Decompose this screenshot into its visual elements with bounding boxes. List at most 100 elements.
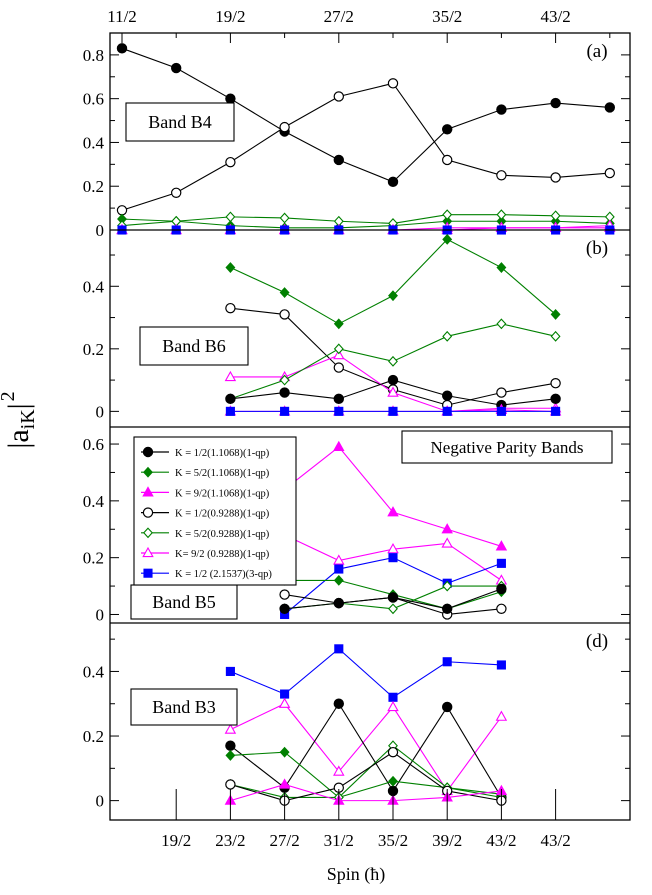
legend-item: K = 1/2 (2.1537)(3-qp) (141, 568, 272, 580)
y-tick-label: 0.2 (83, 549, 104, 568)
data-point (496, 104, 507, 115)
data-point (550, 309, 561, 320)
legend-label: K = 1/2(0.9288)(1-qp) (175, 509, 270, 520)
data-point (550, 330, 561, 342)
data-point (441, 523, 453, 534)
data-point (333, 440, 345, 452)
data-point (388, 355, 398, 367)
legend-label: K = 1/2(1.1068)(1-qp) (175, 448, 270, 459)
legend-marker (142, 507, 154, 518)
data-point (388, 603, 398, 615)
series-line (121, 218, 610, 229)
data-point (333, 91, 344, 102)
data-point (388, 775, 398, 787)
y-tick-label: 0.6 (83, 435, 104, 454)
data-point (604, 167, 616, 179)
band-label-frame (139, 326, 249, 366)
data-point (334, 406, 344, 416)
data-point (279, 309, 290, 320)
y-tick-label: 0.4 (83, 662, 105, 681)
legend-marker (143, 568, 153, 578)
y-tick-label: 0.8 (83, 46, 104, 65)
annotation-text: Negative Parity Bands (431, 438, 584, 457)
data-point (333, 597, 344, 609)
data-point (333, 698, 344, 709)
data-point (225, 666, 235, 676)
data-point (225, 156, 236, 168)
axes-frame (109, 32, 631, 821)
legend-marker (143, 527, 153, 539)
legend-label: K= 9/2 (0.9288)(1-qp) (175, 549, 270, 560)
data-point (441, 537, 453, 548)
data-point (496, 170, 507, 181)
data-point (279, 212, 290, 224)
data-point (333, 574, 344, 586)
data-point (442, 209, 453, 221)
bottom-tick-label: 43/2 (540, 831, 570, 850)
series-line (121, 47, 610, 183)
band-label-frame (130, 584, 238, 620)
data-point (387, 176, 399, 188)
data-point (225, 749, 236, 761)
data-point (604, 102, 616, 113)
data-point (388, 553, 398, 563)
legend-marker (143, 466, 153, 478)
data-point (442, 124, 453, 135)
data-point (442, 390, 453, 401)
data-point (333, 343, 344, 355)
data-point (225, 262, 236, 273)
legend-item: K = 1/2(0.9288)(1-qp) (141, 507, 270, 520)
data-point (333, 554, 345, 565)
y-tick-label: 0 (96, 221, 105, 240)
series-line (230, 783, 502, 802)
band-label: Band B3 (152, 697, 216, 717)
data-point (278, 697, 291, 708)
data-point (333, 765, 345, 776)
bottom-tick-label: 27/2 (269, 831, 299, 850)
legend-item: K = 1/2(1.1068)(1-qp) (141, 446, 270, 459)
y-tick-label: 0.6 (83, 90, 104, 109)
bottom-tick-label: 43/2 (486, 831, 516, 850)
data-point (496, 660, 506, 670)
data-point (496, 406, 506, 416)
y-tick-label: 0.2 (83, 177, 104, 196)
band-label-frame (130, 688, 238, 726)
data-point (333, 362, 344, 373)
data-point (387, 543, 399, 554)
data-point (496, 558, 506, 568)
y-tick-label: 0.4 (83, 133, 105, 152)
data-point (279, 589, 290, 600)
data-point (550, 172, 561, 183)
y-tick-label: 0.4 (83, 492, 105, 511)
data-point (442, 330, 453, 342)
data-point (495, 540, 508, 551)
panels-group: 00.20.40.60.8(a)00.20.4(b)00.20.40.6(c)0… (83, 32, 630, 811)
data-point (387, 386, 399, 397)
data-point (387, 506, 399, 517)
legend-label: K = 5/2(1.1068)(1-qp) (175, 468, 270, 479)
series-line (230, 703, 502, 792)
data-point (442, 603, 453, 614)
data-point (387, 700, 399, 712)
series-line (230, 702, 502, 798)
top-tick-label: 35/2 (432, 7, 462, 26)
data-point (496, 583, 507, 595)
data-point (442, 657, 452, 667)
data-point (225, 740, 236, 751)
series-line (230, 648, 502, 698)
data-point (495, 710, 508, 721)
legend-item: K = 5/2(1.1068)(1-qp) (141, 466, 270, 479)
data-point (280, 689, 290, 699)
data-point (388, 290, 398, 302)
data-point (225, 93, 236, 104)
data-point (442, 233, 453, 245)
legend-frame (133, 436, 297, 586)
data-point (333, 154, 344, 166)
data-point (225, 779, 236, 790)
y-tick-label: 0.2 (83, 340, 104, 359)
data-point (442, 154, 453, 166)
data-point (116, 43, 128, 54)
y-tick-label: 0.2 (83, 727, 104, 746)
data-point (387, 374, 399, 386)
